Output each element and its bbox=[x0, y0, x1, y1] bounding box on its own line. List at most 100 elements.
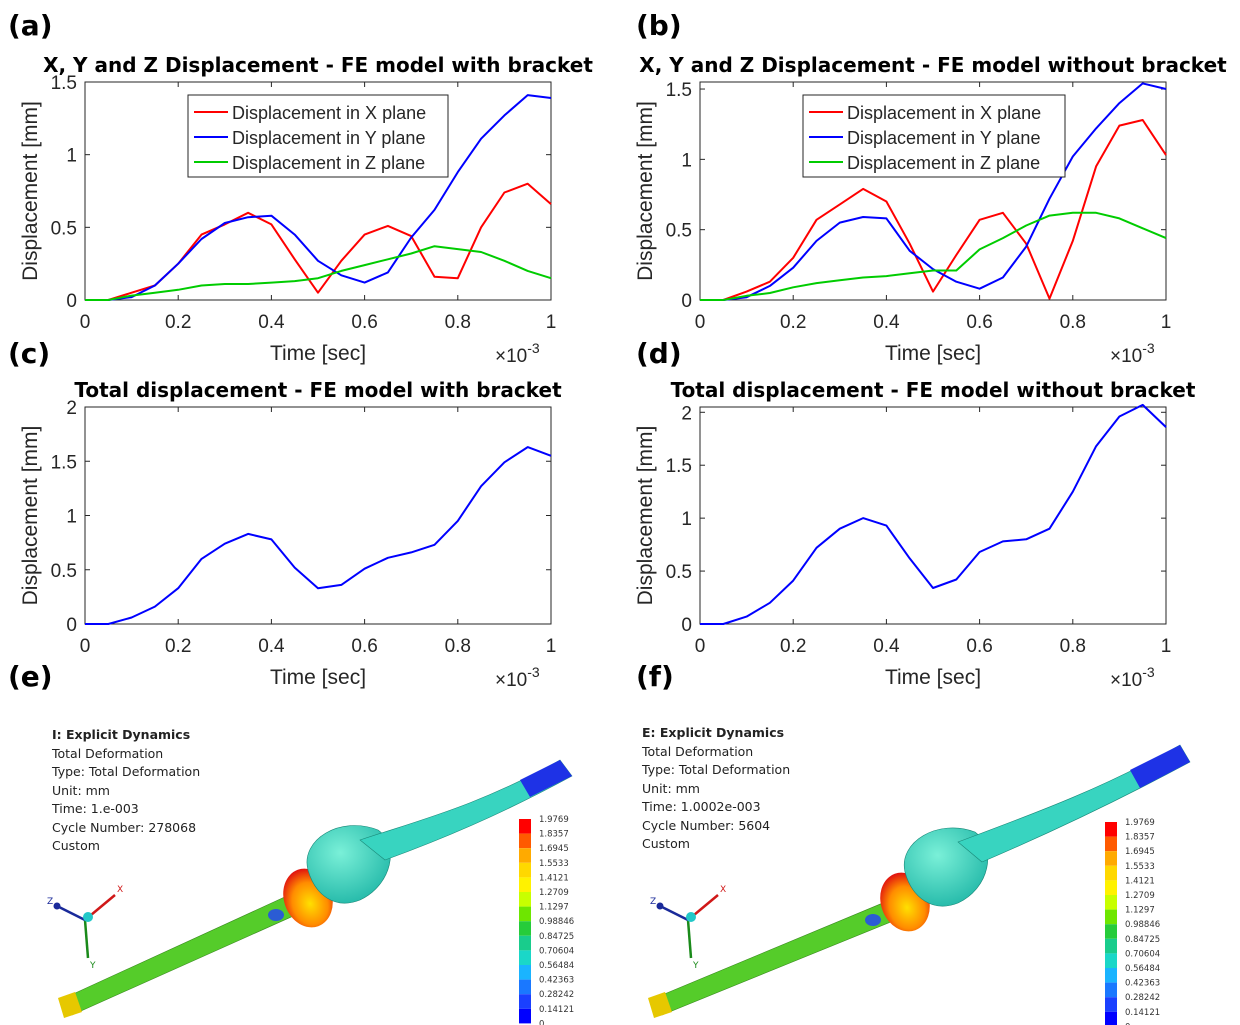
colorbar-cell bbox=[519, 892, 531, 907]
fe-info-line: Cycle Number: 278068 bbox=[52, 819, 197, 835]
colorbar-cell bbox=[519, 848, 531, 863]
x-axis-exponent: ×10-3 bbox=[495, 340, 540, 367]
fe-info-line: Time: 1.0002e-003 bbox=[642, 799, 761, 814]
bone-shaft-distal-end bbox=[648, 992, 672, 1018]
colorbar-label: 1.1297 bbox=[1125, 906, 1155, 916]
chart-title: Total displacement - FE model with brack… bbox=[74, 378, 562, 402]
colorbar-label: 0.56484 bbox=[539, 961, 574, 971]
y-tick-label: 1.5 bbox=[51, 452, 77, 473]
colorbar-label: 0.98846 bbox=[539, 917, 574, 927]
series-line-1 bbox=[85, 446, 552, 625]
fe-info-line: Type: Total Deformation bbox=[642, 762, 791, 777]
colorbar-cell bbox=[519, 965, 531, 980]
x-tick-label: 1 bbox=[546, 312, 557, 333]
fe-bone-model-e bbox=[58, 759, 573, 1018]
plot-area-frame bbox=[84, 406, 552, 625]
colorbar-label: 1.9769 bbox=[1125, 818, 1155, 828]
y-tick-label: 0 bbox=[681, 291, 692, 312]
chart-title: Total displacement - FE model without br… bbox=[671, 378, 1196, 402]
x-tick-label: 0.6 bbox=[966, 636, 992, 657]
colorbar-label: 1.5533 bbox=[1125, 862, 1155, 872]
x-tick-label: 1 bbox=[1161, 312, 1172, 333]
fe-info-line: Total Deformation bbox=[642, 743, 754, 759]
fe-info-line: Unit: mm bbox=[642, 780, 700, 796]
x-tick-label: 0.4 bbox=[258, 312, 285, 333]
x-axis-exponent: ×10-3 bbox=[1110, 340, 1155, 367]
legend-entry: Displacement in Z plane bbox=[847, 153, 1040, 173]
triad-z-label: Z bbox=[47, 897, 53, 907]
chart-panel-c: Total displacement - FE model with brack… bbox=[19, 378, 562, 691]
y-tick-label: 1 bbox=[681, 509, 692, 530]
colorbar-cell bbox=[519, 935, 531, 951]
fe-info-f: E: Explicit Dynamics Total Deformation T… bbox=[642, 724, 790, 854]
series-line-2 bbox=[700, 82, 1167, 301]
colorbar-label: 0.70604 bbox=[539, 946, 574, 956]
x-tick-label: 0 bbox=[80, 636, 91, 657]
y-tick-label: 0.5 bbox=[666, 221, 692, 242]
colorbar-label: 0.28242 bbox=[539, 990, 574, 1000]
fe-info-line: Type: Total Deformation bbox=[52, 764, 201, 779]
x-tick-label: 0.4 bbox=[873, 312, 900, 333]
colorbar-label: 1.8357 bbox=[1125, 833, 1155, 843]
plot-area-frame bbox=[84, 81, 552, 301]
chart-title: X, Y and Z Displacement - FE model with … bbox=[43, 53, 593, 77]
colorbar-label: 1.6945 bbox=[1125, 847, 1155, 857]
fe-info-line: Custom bbox=[642, 836, 690, 851]
x-tick-label: 0.8 bbox=[1060, 636, 1086, 657]
y-axis-label: Displacement [mm] bbox=[19, 101, 42, 281]
y-tick-label: 0.5 bbox=[51, 561, 77, 582]
y-tick-label: 1 bbox=[66, 146, 77, 167]
colorbar-label: 0.14121 bbox=[1125, 1008, 1160, 1018]
colorbar-cell bbox=[519, 950, 531, 965]
y-axis-label: Displacement [mm] bbox=[19, 426, 42, 606]
legend-frame bbox=[802, 94, 1066, 178]
colorbar-cell bbox=[1105, 895, 1117, 910]
y-tick-label: 1.5 bbox=[51, 73, 77, 94]
x-tick-label: 0.2 bbox=[780, 636, 806, 657]
coordinate-triad-e: X Y Z bbox=[47, 885, 123, 971]
colorbar-label: 0.98846 bbox=[1125, 920, 1160, 930]
fe-info-line: Total Deformation bbox=[52, 745, 164, 761]
y-tick-label: 1 bbox=[66, 507, 77, 528]
x-tick-label: 0.6 bbox=[966, 312, 992, 333]
y-tick-label: 1 bbox=[681, 150, 692, 171]
colorbar-label: 1.8357 bbox=[539, 830, 569, 840]
panel-label-c: (c) bbox=[8, 337, 51, 370]
x-tick-label: 1 bbox=[1161, 636, 1172, 657]
chart-title: X, Y and Z Displacement - FE model witho… bbox=[639, 53, 1227, 77]
colorbar-cell bbox=[1105, 836, 1117, 852]
colorbar-cell bbox=[519, 862, 531, 878]
x-tick-label: 0.8 bbox=[1060, 312, 1086, 333]
x-tick-label: 1 bbox=[546, 636, 557, 657]
x-tick-label: 0.2 bbox=[165, 312, 191, 333]
x-axis-label: Time [sec] bbox=[270, 666, 366, 689]
x-tick-label: 0 bbox=[695, 312, 706, 333]
colorbar-cell bbox=[519, 921, 531, 936]
triad-y-label: Y bbox=[89, 961, 96, 971]
fe-info-line: Custom bbox=[52, 838, 100, 853]
triad-y-label: Y bbox=[692, 961, 699, 971]
colorbar-cell bbox=[1105, 851, 1117, 866]
colorbar-cell bbox=[1105, 982, 1117, 998]
triad-x-label: X bbox=[720, 885, 726, 895]
x-axis-label: Time [sec] bbox=[885, 342, 981, 365]
triad-x-label: X bbox=[117, 885, 123, 895]
colorbar-cell bbox=[519, 1008, 531, 1024]
x-tick-label: 0.2 bbox=[780, 312, 806, 333]
colorbar-cell bbox=[1105, 865, 1117, 881]
legend-entry: Displacement in X plane bbox=[847, 103, 1041, 123]
y-tick-label: 2 bbox=[66, 398, 77, 419]
colorbar-label: 0.42363 bbox=[539, 976, 574, 986]
series-line-3 bbox=[700, 211, 1167, 301]
y-tick-label: 0.5 bbox=[666, 562, 692, 583]
fe-info-line: Time: 1.e-003 bbox=[52, 801, 139, 816]
plot-area-frame bbox=[699, 81, 1167, 301]
colorbar-label: 1.5533 bbox=[539, 859, 569, 869]
x-tick-label: 0 bbox=[695, 636, 706, 657]
colorbar-label: 0 bbox=[1125, 1022, 1130, 1025]
fe-info-line: Unit: mm bbox=[52, 782, 110, 798]
legend-entry: Displacement in Y plane bbox=[232, 128, 425, 148]
coordinate-triad-f: X Y Z bbox=[650, 885, 726, 971]
y-tick-label: 0 bbox=[681, 615, 692, 636]
